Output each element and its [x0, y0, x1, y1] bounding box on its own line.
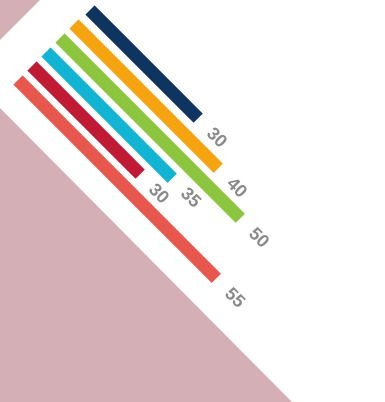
bar-3 — [55, 33, 245, 223]
background-panel — [0, 0, 40, 40]
bars-group — [13, 5, 245, 283]
bar-6 — [13, 75, 221, 283]
bar-1-value-label: 30 — [203, 123, 231, 151]
bar-3-value-label: 50 — [245, 223, 273, 251]
background-panel-lower — [0, 108, 292, 402]
bar-5 — [27, 61, 145, 179]
bar-2 — [69, 19, 223, 173]
bar-6-value-label: 55 — [221, 283, 249, 311]
bar-1 — [85, 5, 203, 123]
bar-4 — [41, 47, 177, 183]
